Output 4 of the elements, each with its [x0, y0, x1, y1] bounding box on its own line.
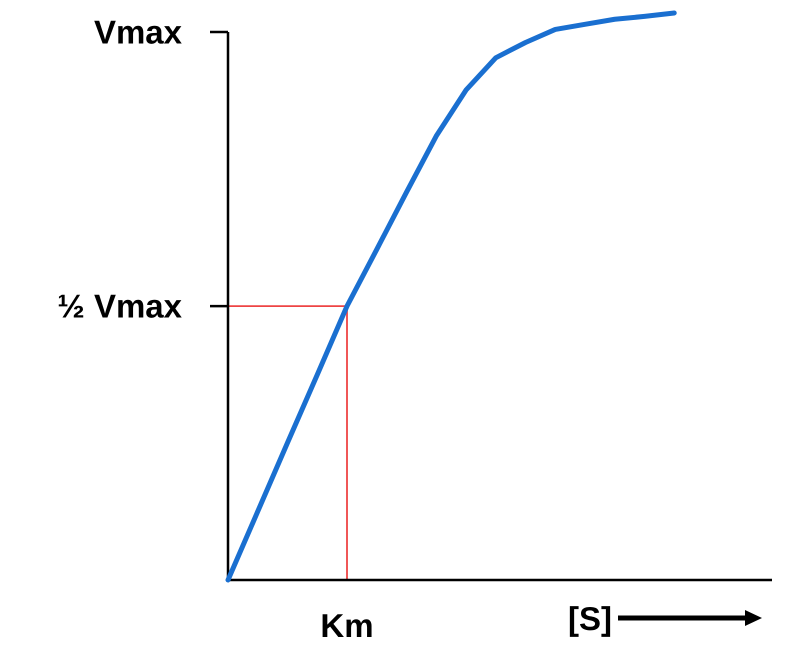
x-axis-title: [S] [568, 600, 612, 637]
text: Vmax [94, 14, 183, 51]
ref-line-label: ½ Vmax [57, 288, 183, 325]
text: Km [320, 607, 374, 644]
